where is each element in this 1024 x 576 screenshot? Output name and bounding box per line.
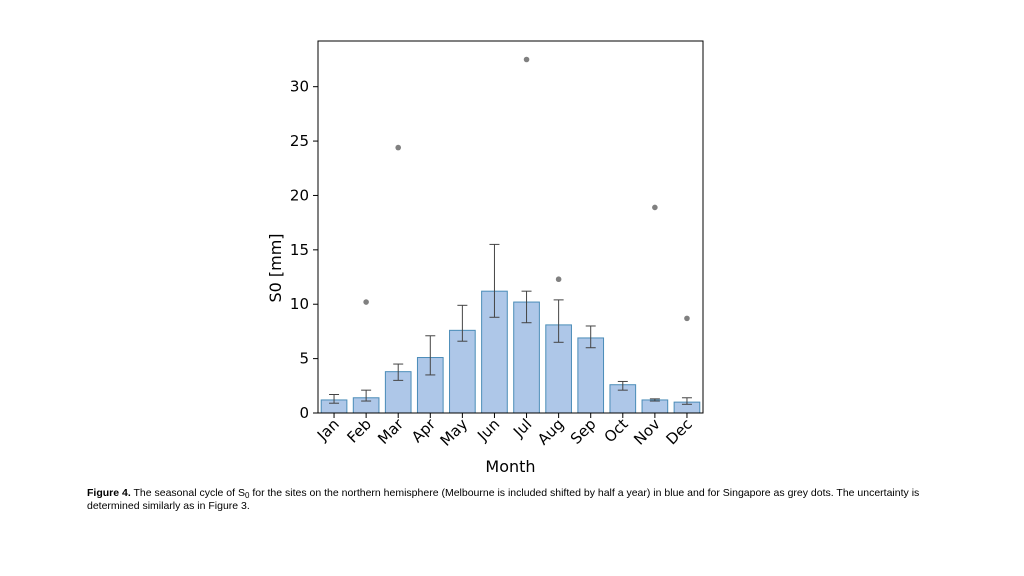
caption-text-end: for the sites on the northern hemisphere… [87,487,920,512]
x-tick-label-jan: Jan [313,415,343,445]
y-tick-label: 30 [290,78,309,96]
x-tick-label-jul: Jul [509,415,535,441]
plot-frame [317,40,704,414]
y-tick-label: 20 [290,186,309,204]
figure-caption: Figure 4. The seasonal cycle of S0 for t… [87,487,947,513]
x-tick-label-aug: Aug [534,415,567,448]
singapore-dot-aug [555,276,562,283]
x-tick-label-may: May [437,415,472,450]
y-tick-label: 10 [290,295,309,313]
bar-sep [577,337,605,414]
x-tick-label-apr: Apr [408,415,440,447]
x-tick-label-jun: Jun [473,415,503,445]
x-tick-label-dec: Dec [663,415,696,448]
caption-text-start: The seasonal cycle of S [130,487,245,499]
bar-nov [641,399,669,414]
singapore-dot-nov [652,204,658,211]
x-axis-title: Month [485,457,535,476]
singapore-dot-feb [363,299,369,305]
y-axis-title: S0 [mm] [266,233,285,302]
caption-subscript: 0 [244,491,250,500]
x-tick-label-oct: Oct [601,415,632,446]
singapore-dot-dec [684,315,690,322]
y-tick-label: 15 [290,241,309,259]
y-tick-label: 25 [290,132,309,150]
y-tick-label: 5 [299,350,309,368]
y-tick-label: 0 [299,404,309,422]
singapore-dot-mar [395,144,402,151]
bar-may [449,329,476,414]
x-tick-label-feb: Feb [343,415,375,447]
singapore-dot-jul [523,56,530,63]
x-tick-label-mar: Mar [374,415,407,448]
x-tick-label-nov: Nov [630,415,664,449]
figure-label: Figure 4. [87,487,131,499]
x-tick-label-sep: Sep [567,415,600,448]
